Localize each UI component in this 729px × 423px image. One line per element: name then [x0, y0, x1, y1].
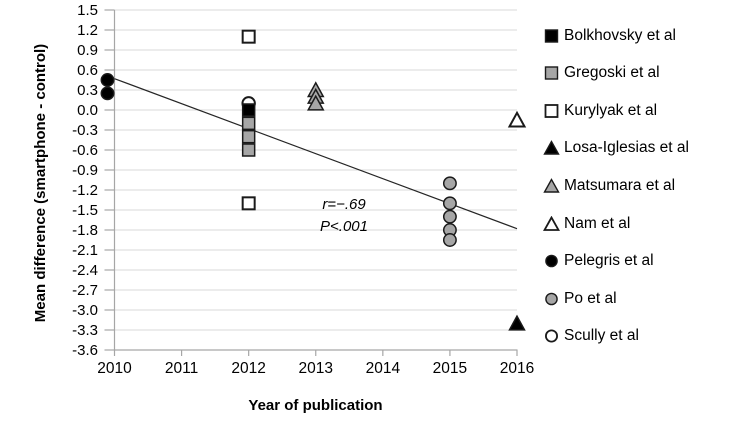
legend-marker-square-icon — [544, 103, 559, 118]
x-tick-label: 2016 — [500, 360, 534, 377]
legend-marker-triangle-icon — [543, 177, 560, 193]
legend-label: Bolkhovsky et al — [564, 26, 676, 44]
y-tick-label: 0.0 — [77, 102, 98, 119]
data-point-nam-et-al — [507, 110, 527, 128]
legend-label: Scully et al — [564, 327, 639, 345]
data-point-bolkhovsky-et-al — [241, 103, 256, 117]
legend-item-nam-et-al: Nam et al — [543, 214, 630, 234]
data-point-po-et-al — [442, 233, 457, 247]
legend-marker-circle-icon — [545, 254, 558, 268]
legend-marker-circle-icon — [545, 292, 558, 305]
legend-label: Losa-Iglesias et al — [564, 139, 689, 157]
y-tick-label: 0.9 — [77, 42, 98, 59]
legend-marker-shape — [545, 329, 558, 343]
legend-label: Po et al — [564, 289, 617, 307]
legend-item-pelegris-et-al: Pelegris et al — [543, 251, 654, 271]
legend-marker-shape — [543, 215, 560, 231]
legend-item-po-et-al: Po et al — [543, 289, 617, 309]
y-tick-label: 1.5 — [77, 2, 98, 19]
legend-marker-shape — [544, 66, 559, 80]
x-tick-label: 2012 — [231, 360, 265, 377]
data-point-kurylyak-et-al — [241, 29, 256, 44]
y-tick-label: -2.4 — [72, 262, 98, 279]
y-tick-label: -3.3 — [72, 322, 98, 339]
legend-item-kurylyak-et-al: Kurylyak et al — [543, 101, 657, 121]
y-tick-label: 0.3 — [77, 82, 98, 99]
y-tick-label: -2.7 — [72, 282, 98, 299]
legend-label: Kurylyak et al — [564, 101, 658, 119]
legend-marker-square-icon — [544, 66, 559, 80]
y-tick-label: -3.0 — [72, 302, 98, 319]
data-point-losa-iglesias-et-al — [508, 314, 526, 331]
legend-label: Nam et al — [564, 214, 631, 232]
y-tick-label: -1.5 — [72, 202, 98, 219]
legend-marker-triangle-icon — [543, 140, 560, 155]
data-point-gregoski-et-al — [241, 116, 256, 131]
x-tick-label: 2015 — [433, 360, 467, 377]
legend-marker-triangle-icon — [543, 215, 560, 231]
annotation-p-value: P<.001 — [320, 218, 368, 235]
y-tick-label: -3.6 — [72, 342, 98, 359]
data-point-po-et-al — [442, 209, 457, 224]
data-point-po-et-al — [442, 196, 457, 211]
data-point-matsumara-et-al — [306, 94, 325, 111]
y-tick-label: -1.8 — [72, 222, 98, 239]
legend-marker-shape — [545, 292, 558, 305]
legend-label: Matsumara et al — [564, 176, 676, 194]
data-point-pelegris-et-al — [100, 86, 115, 101]
legend-label: Pelegris et al — [564, 252, 654, 270]
y-tick-label: -0.9 — [72, 162, 98, 179]
data-point-gregoski-et-al — [241, 129, 256, 144]
data-point-gregoski-et-al — [241, 143, 256, 157]
legend-marker-square-icon — [544, 28, 559, 43]
legend-marker-shape — [543, 140, 560, 155]
correlation-annotation: r=−.69 P<.001 — [299, 194, 389, 238]
annotation-r-value: r=−.69 — [322, 196, 366, 213]
legend-marker-shape — [545, 254, 558, 268]
data-point-pelegris-et-al — [100, 73, 115, 87]
x-tick-label: 2011 — [165, 360, 198, 377]
y-tick-label: -0.6 — [72, 142, 98, 159]
y-tick-label: -2.1 — [72, 242, 98, 259]
legend-marker-shape — [544, 28, 559, 43]
y-tick-label: -1.2 — [72, 182, 98, 199]
legend-item-scully-et-al: Scully et al — [543, 326, 639, 346]
x-tick-label: 2013 — [299, 360, 333, 377]
legend-marker-circle-icon — [545, 329, 558, 343]
legend-item-matsumara-et-al: Matsumara et al — [543, 176, 675, 196]
y-tick-label: 0.6 — [77, 62, 98, 79]
legend-marker-shape — [543, 177, 560, 193]
x-tick-label: 2014 — [366, 360, 401, 377]
legend-marker-shape — [544, 103, 559, 118]
legend-item-losa-iglesias-et-al: Losa-Iglesias et al — [543, 138, 689, 158]
x-axis-title: Year of publication — [248, 397, 383, 414]
data-point-kurylyak-et-al — [241, 196, 256, 211]
y-tick-label: 1.2 — [77, 22, 98, 39]
x-tick-label: 2010 — [97, 360, 132, 377]
legend-item-bolkhovsky-et-al: Bolkhovsky et al — [543, 26, 676, 46]
data-point-po-et-al — [442, 176, 457, 191]
legend-label: Gregoski et al — [564, 64, 660, 82]
legend-item-gregoski-et-al: Gregoski et al — [543, 63, 660, 83]
y-tick-label: -0.3 — [72, 122, 98, 139]
legend: Bolkhovsky et al Gregoski et al Kurylyak e… — [543, 0, 729, 423]
